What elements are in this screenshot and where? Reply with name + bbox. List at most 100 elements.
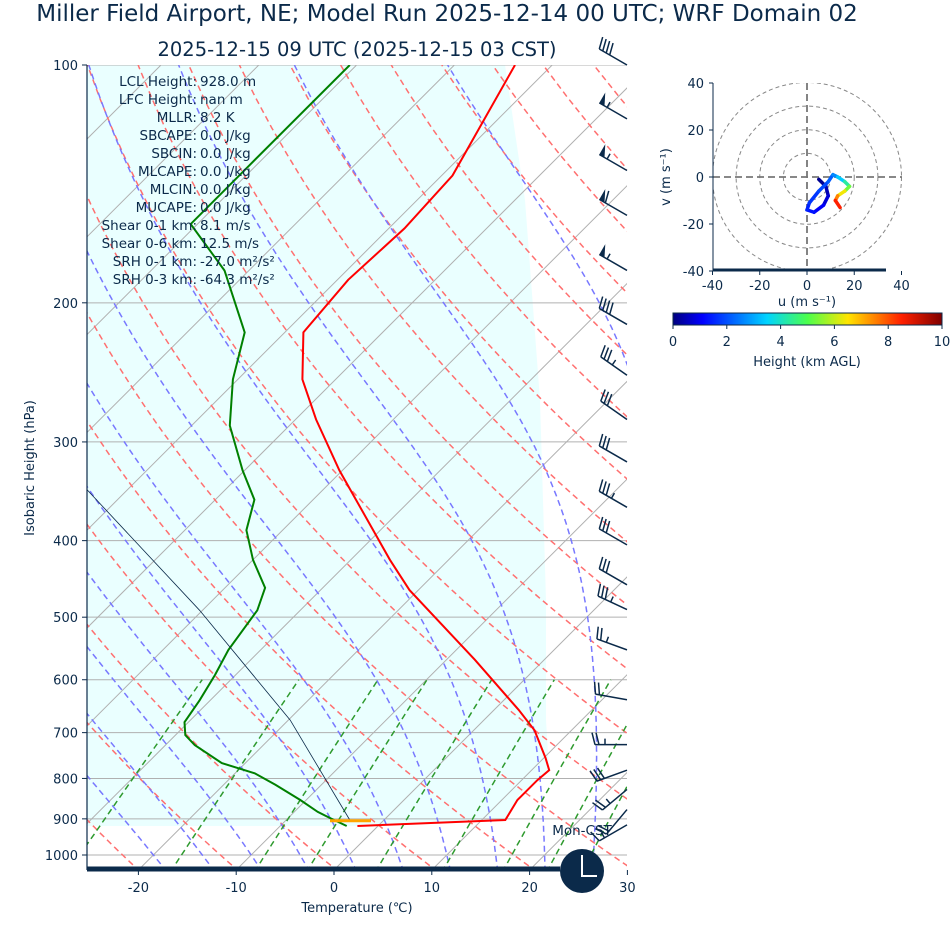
barb-staff: [601, 345, 627, 375]
x-tick-label: 20: [521, 881, 538, 896]
stat-label: MLCAPE:: [138, 164, 197, 180]
stat-label: SBCAPE:: [140, 128, 197, 144]
hodo-y-tick-label: -20: [683, 218, 704, 233]
wind-barb: [590, 768, 627, 781]
mixing-ratio-line: [637, 680, 736, 872]
y-tick-label: 800: [53, 772, 78, 787]
hodo-y-label: v (m s⁻¹): [659, 148, 674, 206]
stat-label: SBCIN:: [151, 146, 197, 162]
stat-label: SRH 0-3 km:: [113, 272, 197, 288]
stat-label: MUCAPE:: [136, 200, 197, 216]
y-tick-label: 500: [53, 611, 78, 626]
colorbar-tick-label: 6: [830, 335, 838, 350]
colorbar-tick-label: 10: [934, 335, 951, 350]
stat-value: 12.5 m/s: [200, 236, 259, 252]
stat-value: 0.0 J/kg: [200, 146, 251, 162]
isotherm-line: [626, 65, 951, 872]
stat-value: nan m: [200, 92, 243, 108]
hodo-y-tick-label: 0: [696, 171, 704, 186]
hodo-x-tick-label: 20: [846, 279, 863, 294]
dry-adiabat-line: [644, 65, 951, 872]
y-tick-label: 600: [53, 674, 78, 689]
stat-value: 928.0 m: [200, 74, 256, 90]
stat-value: 8.2 K: [200, 110, 236, 126]
stat-label: MLLR:: [157, 110, 197, 126]
hodograph: -40 -20 0 20 40 -40 -20 0 20 40: [683, 77, 910, 294]
stat-label: LCL Height:: [119, 74, 197, 90]
stat-label: Shear 0-1 km:: [102, 218, 197, 234]
x-tick-label: -20: [128, 881, 149, 896]
barb-staff: [590, 768, 627, 781]
stat-value: 0.0 J/kg: [200, 200, 251, 216]
isotherm-line: [723, 65, 951, 872]
stat-value: 0.0 J/kg: [200, 128, 251, 144]
x-axis-label: Temperature (℃): [300, 901, 412, 916]
y-tick-label: 100: [53, 59, 78, 74]
barb-staff: [599, 37, 627, 65]
hodo-x-tick-label: -40: [702, 279, 723, 294]
hodo-trace-segment: [835, 201, 840, 208]
hodo-trace-segment: [809, 191, 818, 203]
wind-barb: [592, 733, 627, 745]
y-tick-label: 700: [53, 727, 78, 742]
wind-barb: [599, 92, 627, 118]
wind-barb: [599, 37, 627, 65]
stat-value: -27.0 m²/s²: [200, 254, 275, 270]
hodo-trace-segment: [814, 205, 823, 212]
hodo-x-tick-label: 0: [803, 279, 811, 294]
x-tick-label: -10: [226, 881, 247, 896]
wind-barb: [599, 189, 627, 215]
chart-subtitle: 2025-12-15 09 UTC (2025-12-15 03 CST): [157, 38, 556, 61]
stat-label: SRH 0-1 km:: [113, 254, 197, 270]
stat-value: 0.0 J/kg: [200, 164, 251, 180]
isotherm-line: [528, 65, 951, 872]
stat-value: 0.0 J/kg: [200, 182, 251, 198]
barb-staff: [597, 627, 627, 650]
colorbar: [673, 313, 942, 325]
wind-barb: [598, 584, 627, 610]
wind-barb: [592, 789, 627, 810]
hodo-x-tick-label: -20: [749, 279, 770, 294]
y-tick-label: 1000: [45, 849, 78, 864]
x-tick-label: 0: [330, 881, 338, 896]
colorbar-tick-label: 4: [776, 335, 784, 350]
colorbar-tick-label: 2: [723, 335, 731, 350]
stat-label: MLCIN:: [150, 182, 197, 198]
dry-adiabat-line: [847, 65, 951, 872]
dry-adiabat-line: [543, 65, 951, 872]
hodo-y-tick-label: 20: [687, 124, 704, 139]
wind-barb: [601, 345, 627, 375]
hodo-x-label: u (m s⁻¹): [778, 295, 836, 310]
stat-label: LFC Height:: [119, 92, 197, 108]
hodo-y-tick-label: 40: [687, 77, 704, 92]
y-tick-label: 900: [53, 813, 78, 828]
dry-adiabat-line: [594, 65, 951, 872]
clock-icon: [560, 849, 604, 893]
figure-title: Miller Field Airport, NE; Model Run 2025…: [36, 1, 858, 27]
hodo-x-tick-label: 40: [893, 279, 910, 294]
y-tick-label: 300: [53, 436, 78, 451]
colorbar-tick-label: 0: [669, 335, 677, 350]
barb-staff: [592, 789, 627, 810]
y-tick-label: 200: [53, 297, 78, 312]
mixing-ratio-line: [547, 680, 652, 872]
colorbar-ticks: 0 2 4 6 8 10: [669, 325, 950, 350]
wind-barb: [599, 244, 627, 270]
y-axis-label: Isobaric Height (hPa): [23, 400, 38, 536]
x-tick-label: 10: [424, 881, 441, 896]
stat-value: 8.1 m/s: [200, 218, 251, 234]
dry-adiabat-line: [796, 65, 951, 872]
colorbar-label: Height (km AGL): [753, 355, 861, 370]
wind-barb: [599, 144, 627, 170]
barb-staff: [598, 584, 627, 610]
colorbar-tick-label: 8: [884, 335, 892, 350]
barb-staff: [599, 297, 627, 325]
y-tick-label: 400: [53, 535, 78, 550]
clock-label: Mon-CST: [552, 823, 612, 839]
wind-barb: [599, 297, 627, 325]
barb-staff: [592, 733, 627, 745]
hodo-y-tick-label: -40: [683, 265, 704, 280]
wind-barb: [597, 627, 627, 650]
